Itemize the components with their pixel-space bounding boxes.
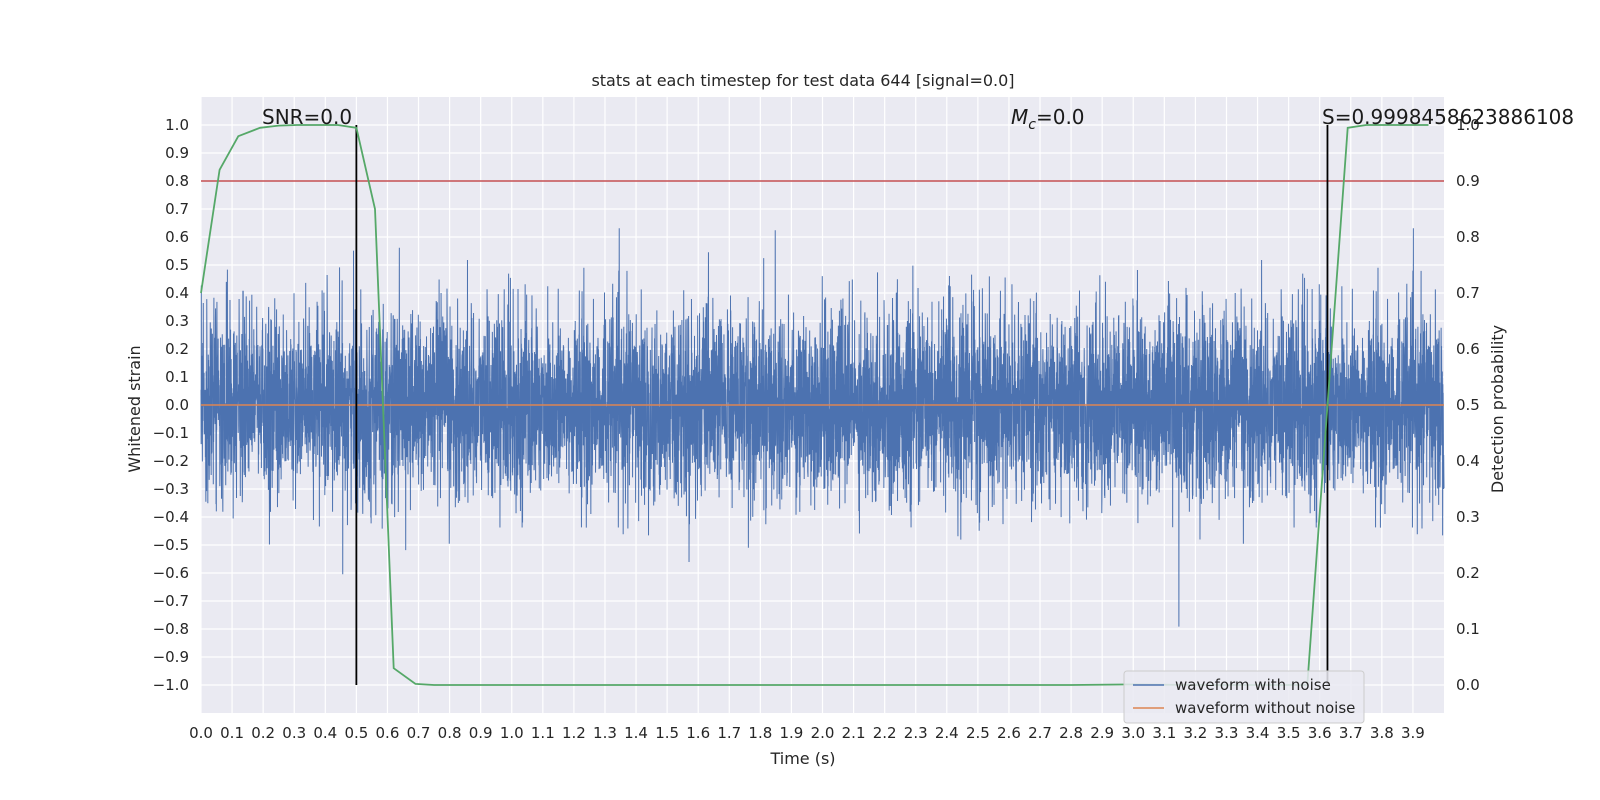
right-tick-label: 0.6	[1456, 340, 1480, 358]
y-tick-label: −0.8	[153, 620, 189, 638]
y-tick-label: −0.1	[153, 424, 189, 442]
x-tick-label: 0.6	[376, 724, 400, 742]
x-tick-label: 2.3	[904, 724, 928, 742]
x-tick-label: 1.5	[655, 724, 679, 742]
y-tick-label: −0.4	[153, 508, 189, 526]
y-tick-label: 0.1	[165, 368, 189, 386]
x-tick-label: 0.7	[407, 724, 431, 742]
chirp-mass-annotation: Mc=0.0	[1011, 105, 1085, 133]
x-tick-label: 0.8	[438, 724, 462, 742]
y-tick-label: 0.0	[165, 396, 189, 414]
y-tick-label: 0.7	[165, 200, 189, 218]
y-tick-label: 0.9	[165, 144, 189, 162]
x-tick-label: 1.9	[779, 724, 803, 742]
x-tick-label: 0.0	[189, 724, 213, 742]
right-tick-label: 0.3	[1456, 508, 1480, 526]
y-tick-label: −0.2	[153, 452, 189, 470]
right-tick-label: 0.4	[1456, 452, 1480, 470]
chirp-mass-subscript: c	[1028, 117, 1036, 133]
x-tick-label: 0.5	[344, 724, 368, 742]
x-axis-ticks: 0.0 0.1 0.2 0.3 0.4 0.5 0.6 0.7 0.8 0.9 1.0 1.1 1.2 1…	[189, 724, 1425, 742]
detection-statistic-annotation: S=0.9998458623886108	[1322, 105, 1574, 129]
y-tick-label: 0.2	[165, 340, 189, 358]
right-tick-label: 0.7	[1456, 284, 1480, 302]
x-tick-label: 3.8	[1370, 724, 1394, 742]
right-tick-label: 0.1	[1456, 620, 1480, 638]
x-tick-label: 1.2	[562, 724, 586, 742]
right-axis-label: Detection probability	[1488, 325, 1507, 493]
x-tick-label: 1.0	[500, 724, 524, 742]
legend: waveform with noise waveform without noi…	[1123, 670, 1365, 724]
x-tick-label: 3.1	[1152, 724, 1176, 742]
y-axis-ticks: 1.0 0.9 0.8 0.7 0.6 0.5 0.4 0.3 0.2 0.1 0.0 −0.1 −0.…	[153, 116, 189, 694]
x-tick-label: 3.3	[1215, 724, 1239, 742]
x-tick-label: 1.8	[748, 724, 772, 742]
chirp-mass-value: =0.0	[1036, 105, 1085, 129]
x-tick-label: 3.2	[1183, 724, 1207, 742]
y-tick-label: 0.4	[165, 284, 189, 302]
x-tick-label: 2.8	[1059, 724, 1083, 742]
y-tick-label: 0.6	[165, 228, 189, 246]
right-tick-label: 0.0	[1456, 676, 1480, 694]
x-tick-label: 2.9	[1090, 724, 1114, 742]
y-axis-label: Whitened strain	[125, 345, 144, 472]
right-tick-label: 0.2	[1456, 564, 1480, 582]
x-tick-label: 2.2	[873, 724, 897, 742]
x-tick-label: 0.2	[251, 724, 275, 742]
legend-label-clean: waveform without noise	[1175, 699, 1355, 717]
right-tick-label: 0.9	[1456, 172, 1480, 190]
x-axis-label: Time (s)	[769, 749, 835, 768]
chart-title: stats at each timestep for test data 644…	[591, 71, 1014, 90]
x-tick-label: 2.4	[935, 724, 959, 742]
x-tick-label: 1.6	[686, 724, 710, 742]
x-tick-label: 2.6	[997, 724, 1021, 742]
right-axis-ticks: 1.0 0.9 0.8 0.7 0.6 0.5 0.4 0.3 0.2 0.1 0.0	[1456, 116, 1480, 694]
x-tick-label: 3.7	[1339, 724, 1363, 742]
x-tick-label: 3.5	[1277, 724, 1301, 742]
x-tick-label: 3.0	[1121, 724, 1145, 742]
snr-annotation: SNR=0.0	[262, 105, 352, 129]
y-tick-label: 1.0	[165, 116, 189, 134]
x-tick-label: 2.1	[842, 724, 866, 742]
legend-box	[1123, 670, 1365, 724]
x-tick-label: 1.3	[593, 724, 617, 742]
x-tick-label: 3.4	[1246, 724, 1270, 742]
x-tick-label: 1.4	[624, 724, 648, 742]
x-tick-label: 3.6	[1308, 724, 1332, 742]
right-tick-label: 0.5	[1456, 396, 1480, 414]
x-tick-label: 1.7	[717, 724, 741, 742]
y-tick-label: −0.3	[153, 480, 189, 498]
y-tick-label: −0.9	[153, 648, 189, 666]
right-tick-label: 1.0	[1456, 116, 1480, 134]
y-tick-label: 0.8	[165, 172, 189, 190]
x-tick-label: 3.9	[1401, 724, 1425, 742]
legend-label-noise: waveform with noise	[1175, 676, 1331, 694]
x-tick-label: 0.9	[469, 724, 493, 742]
right-tick-label: 0.8	[1456, 228, 1480, 246]
x-tick-label: 2.7	[1028, 724, 1052, 742]
x-tick-label: 0.4	[313, 724, 337, 742]
x-tick-label: 2.0	[811, 724, 835, 742]
y-tick-label: 0.5	[165, 256, 189, 274]
chirp-mass-symbol: M	[1011, 105, 1028, 129]
waveform-with-noise-line	[200, 228, 1445, 627]
x-tick-label: 1.1	[531, 724, 555, 742]
y-tick-label: −0.7	[153, 592, 189, 610]
x-tick-label: 0.1	[220, 724, 244, 742]
y-tick-label: 0.3	[165, 312, 189, 330]
y-tick-label: −0.6	[153, 564, 189, 582]
x-tick-label: 0.3	[282, 724, 306, 742]
y-tick-label: −1.0	[153, 676, 189, 694]
x-tick-label: 2.5	[966, 724, 990, 742]
y-tick-label: −0.5	[153, 536, 189, 554]
